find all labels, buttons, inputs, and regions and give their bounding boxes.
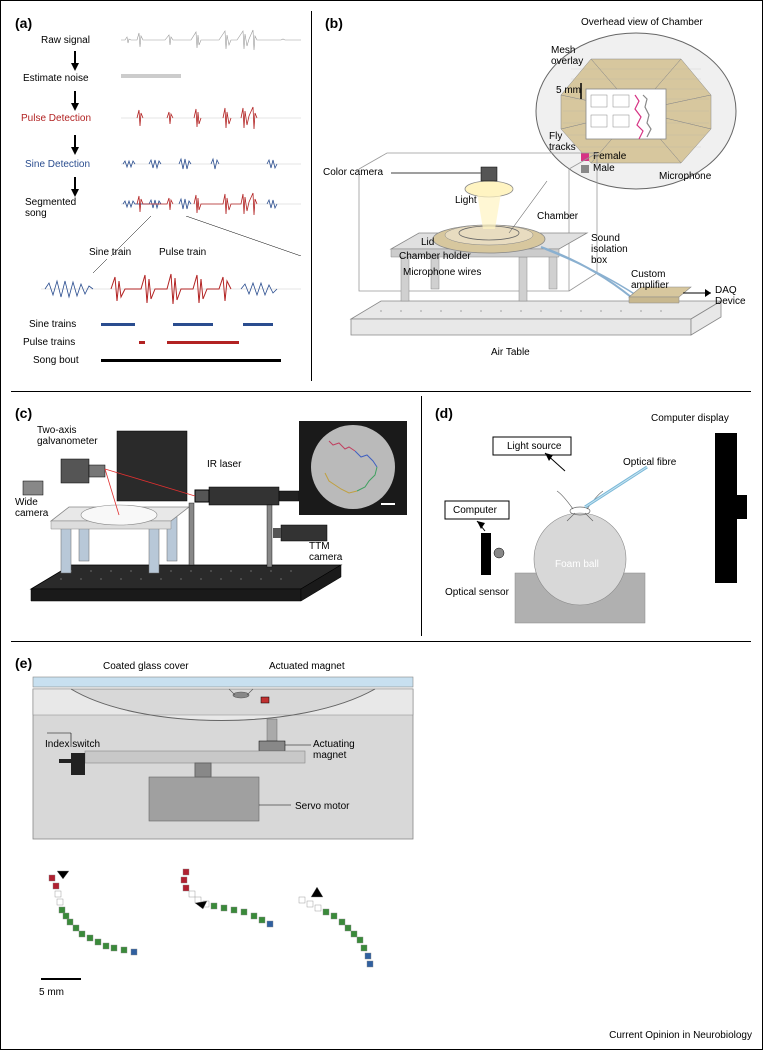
panel-c: (c) bbox=[11, 401, 416, 636]
panel-e-tag: (e) bbox=[15, 655, 32, 671]
apparatus-diagram bbox=[331, 151, 741, 371]
label-pulse-trains: Pulse trains bbox=[23, 337, 75, 348]
label-flytracks: Fly tracks bbox=[549, 131, 576, 153]
arrow-3 bbox=[71, 147, 79, 155]
label-5mm-b: 5 mm bbox=[556, 85, 581, 96]
label-pulse-train: Pulse train bbox=[159, 247, 206, 258]
label-mesh: Mesh overlay bbox=[551, 45, 583, 67]
label-sensor: Optical sensor bbox=[445, 587, 509, 598]
label-irlaser: IR laser bbox=[207, 459, 241, 470]
bar-pulse-1 bbox=[139, 341, 145, 344]
figure-container: (a) Raw signal Estimate noise Pulse Dete… bbox=[0, 0, 763, 1050]
wave-raw bbox=[121, 27, 301, 53]
wave-pulse bbox=[121, 105, 301, 131]
panel-b: (b) Overhead view of Chamber bbox=[321, 11, 751, 381]
label-raw: Raw signal bbox=[41, 35, 90, 46]
wave-seg bbox=[121, 191, 301, 217]
label-overhead: Overhead view of Chamber bbox=[581, 17, 703, 28]
label-servo: Servo motor bbox=[295, 801, 349, 812]
trackball-diagram bbox=[437, 425, 747, 630]
label-glass: Coated glass cover bbox=[103, 661, 189, 672]
label-actuated: Actuated magnet bbox=[269, 661, 345, 672]
arrow-4 bbox=[71, 189, 79, 197]
bar-sine-2 bbox=[173, 323, 213, 326]
label-sine-trains: Sine trains bbox=[29, 319, 76, 330]
divider-row2 bbox=[11, 641, 751, 642]
label-noise: Estimate noise bbox=[23, 73, 89, 84]
label-sine: Sine Detection bbox=[25, 159, 90, 170]
label-5mm-e: 5 mm bbox=[39, 987, 64, 998]
panel-d-tag: (d) bbox=[435, 405, 453, 421]
panel-c-tag: (c) bbox=[15, 405, 32, 421]
label-pulse: Pulse Detection bbox=[21, 113, 91, 124]
label-foam: Foam ball bbox=[555, 559, 599, 570]
label-display: Computer display bbox=[651, 413, 729, 424]
figure-footer: Current Opinion in Neurobiology bbox=[609, 1030, 752, 1041]
label-amplifier: Custom amplifier bbox=[631, 269, 669, 291]
panel-a-tag: (a) bbox=[15, 15, 32, 31]
panel-a: (a) Raw signal Estimate noise Pulse Dete… bbox=[11, 11, 311, 381]
label-lightsrc: Light source bbox=[507, 441, 561, 452]
divider-ab bbox=[311, 11, 312, 381]
label-lid: Lid bbox=[421, 237, 434, 248]
divider-cd bbox=[421, 396, 422, 636]
panel-e: (e) Coated glass cover Actuated magnet bbox=[11, 651, 751, 1021]
zoom-lines bbox=[111, 216, 311, 256]
label-holder: Chamber holder bbox=[399, 251, 471, 262]
bar-bout bbox=[101, 359, 281, 362]
label-soundbox: Sound isolation box bbox=[591, 233, 628, 266]
label-chamber: Chamber bbox=[537, 211, 578, 222]
label-fibre: Optical fibre bbox=[623, 457, 676, 468]
label-actuating: Actuating magnet bbox=[313, 739, 355, 761]
divider-row1 bbox=[11, 391, 751, 392]
label-daq: DAQ Device bbox=[715, 285, 746, 307]
label-ttm: TTM camera bbox=[309, 541, 342, 563]
panel-d: (d) Computer display bbox=[431, 401, 751, 636]
arrow-1 bbox=[71, 63, 79, 71]
flytracks-diagram bbox=[31, 861, 431, 991]
bar-sine-3 bbox=[243, 323, 273, 326]
wave-sine bbox=[121, 151, 301, 177]
label-airtable: Air Table bbox=[491, 347, 530, 358]
inset-tracks bbox=[299, 421, 407, 515]
label-song-bout: Song bout bbox=[33, 355, 79, 366]
label-wires: Microphone wires bbox=[403, 267, 481, 278]
label-computer: Computer bbox=[453, 505, 497, 516]
label-index: Index switch bbox=[45, 739, 100, 750]
label-color-camera: Color camera bbox=[323, 167, 383, 178]
wave-zoom bbox=[41, 271, 301, 307]
arrow-2 bbox=[71, 103, 79, 111]
label-seg: Segmented song bbox=[25, 197, 76, 219]
label-sine-train: Sine train bbox=[89, 247, 131, 258]
label-widecam: Wide camera bbox=[15, 497, 48, 519]
panel-b-tag: (b) bbox=[325, 15, 343, 31]
label-galvo: Two-axis galvanometer bbox=[37, 425, 98, 447]
label-light: Light bbox=[455, 195, 477, 206]
bar-pulse-2 bbox=[167, 341, 239, 344]
bar-sine-1 bbox=[101, 323, 135, 326]
wave-noise bbox=[121, 71, 301, 81]
magnotether-diagram bbox=[31, 675, 421, 855]
